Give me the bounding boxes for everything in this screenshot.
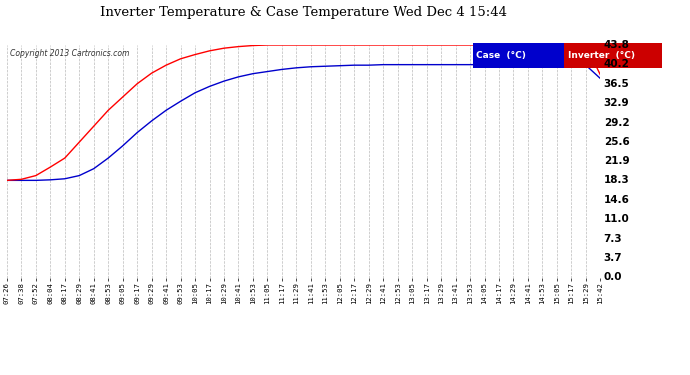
Text: 0.0: 0.0 (604, 273, 622, 282)
Text: 14.6: 14.6 (604, 195, 629, 205)
Text: 43.8: 43.8 (604, 40, 629, 50)
Text: 32.9: 32.9 (604, 98, 629, 108)
Text: 3.7: 3.7 (604, 253, 622, 263)
Text: 11.0: 11.0 (604, 214, 629, 224)
Bar (564, 43, 662, 68)
Text: Inverter Temperature & Case Temperature Wed Dec 4 15:44: Inverter Temperature & Case Temperature … (100, 6, 507, 19)
Text: Inverter  (°C): Inverter (°C) (568, 51, 635, 60)
Text: 7.3: 7.3 (604, 234, 622, 244)
Text: 36.5: 36.5 (604, 79, 629, 89)
Text: Case  (°C): Case (°C) (477, 51, 526, 60)
Text: 40.2: 40.2 (604, 59, 629, 69)
Text: 25.6: 25.6 (604, 136, 629, 147)
Text: 29.2: 29.2 (604, 117, 629, 128)
Text: 18.3: 18.3 (604, 176, 629, 185)
Bar (473, 43, 564, 68)
Text: 21.9: 21.9 (604, 156, 629, 166)
Text: Copyright 2013 Cartronics.com: Copyright 2013 Cartronics.com (10, 49, 130, 58)
